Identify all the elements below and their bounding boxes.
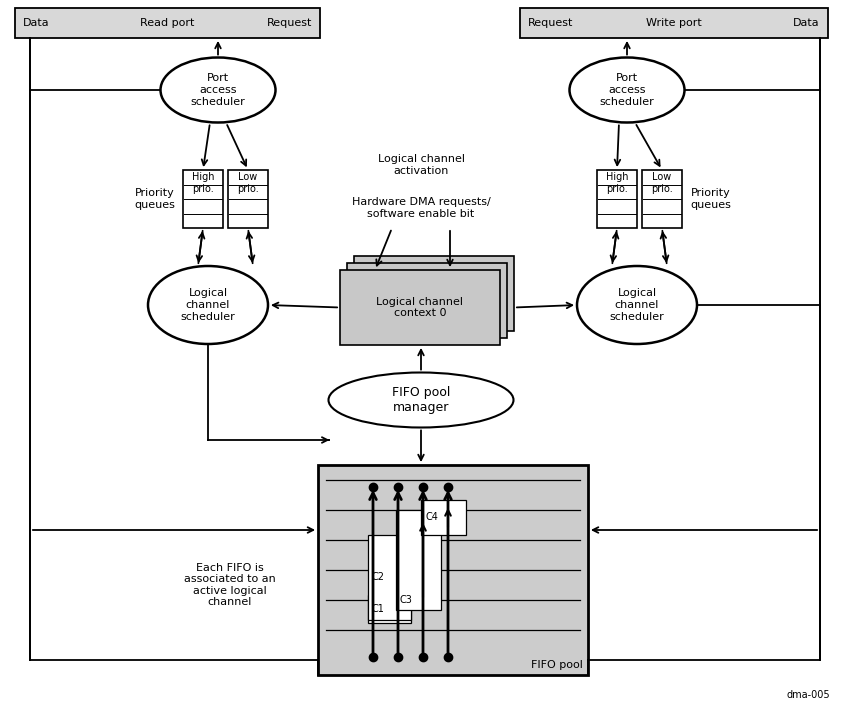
Ellipse shape [160,58,276,122]
Text: C3: C3 [400,595,413,605]
Bar [421,500,466,535]
Bar [396,510,441,610]
Ellipse shape [577,266,697,344]
Text: Write port: Write port [646,18,702,28]
Text: Low
prio.: Low prio. [651,172,673,193]
Bar [354,256,514,331]
Text: High
prio.: High prio. [606,172,628,193]
Text: Priority
queues: Priority queues [134,188,175,210]
Bar [228,170,268,228]
Bar [340,270,500,345]
Text: Logical
channel
scheduler: Logical channel scheduler [180,289,235,321]
Text: C4: C4 [425,513,438,523]
Bar [183,170,223,228]
Text: dma-005: dma-005 [787,690,830,700]
Text: Logical channel
context 0: Logical channel context 0 [377,296,464,319]
Text: Data: Data [793,18,820,28]
Ellipse shape [148,266,268,344]
Text: C2: C2 [372,572,385,582]
Bar [368,595,411,623]
Text: Priority
queues: Priority queues [690,188,731,210]
Ellipse shape [570,58,685,122]
Text: C1: C1 [372,604,385,614]
Bar [347,263,507,338]
Text: Request: Request [528,18,573,28]
Text: Request: Request [266,18,312,28]
Text: Port
access
scheduler: Port access scheduler [191,73,245,107]
Bar [318,465,588,675]
Text: Read port: Read port [140,18,195,28]
Bar [597,170,637,228]
Text: High
prio.: High prio. [191,172,214,193]
Text: Logical channel
activation: Logical channel activation [378,154,464,176]
Text: FIFO pool: FIFO pool [531,660,583,670]
Bar [642,170,682,228]
Text: FIFO pool
manager: FIFO pool manager [392,386,450,414]
Text: Each FIFO is
associated to an
active logical
channel: Each FIFO is associated to an active log… [184,562,276,607]
Text: Data: Data [23,18,50,28]
Text: Port
access
scheduler: Port access scheduler [599,73,654,107]
Bar [520,8,828,38]
Text: Logical
channel
scheduler: Logical channel scheduler [609,289,664,321]
Text: Low
prio.: Low prio. [237,172,259,193]
Ellipse shape [329,373,513,427]
Bar [15,8,320,38]
Bar [368,535,411,620]
Text: Hardware DMA requests/
software enable bit: Hardware DMA requests/ software enable b… [352,197,491,219]
